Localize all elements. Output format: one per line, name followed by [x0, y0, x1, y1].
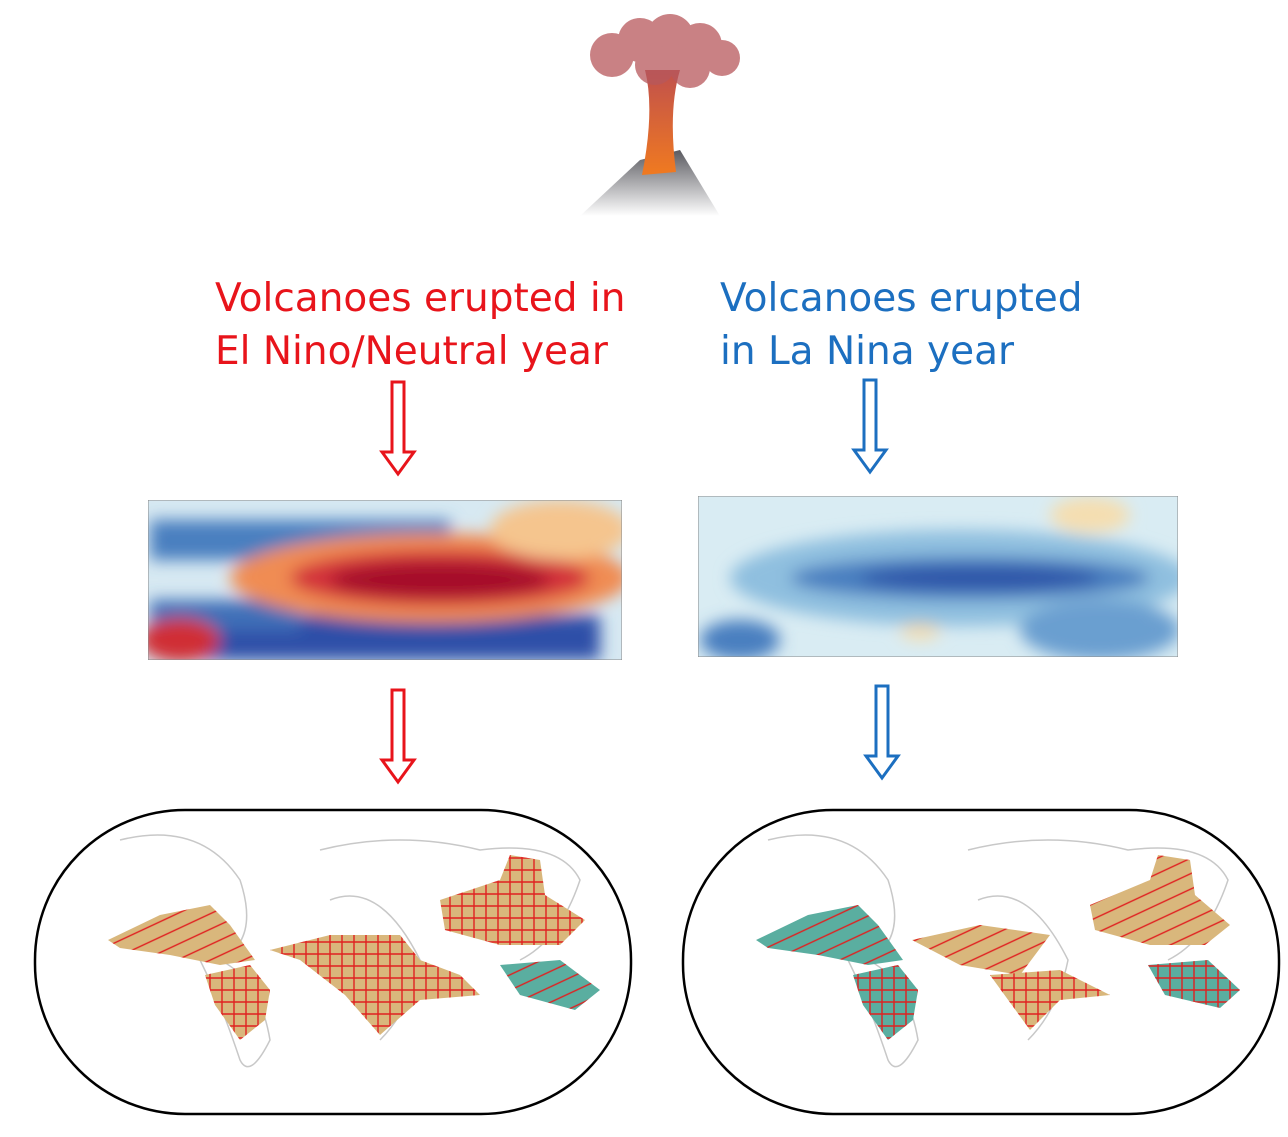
left-title-line: El Nino/Neutral year: [215, 329, 609, 374]
volcano-icon: [580, 14, 740, 216]
arrow: [863, 684, 901, 781]
right-title-line: Volcanoes erupted: [720, 276, 1083, 321]
world-map-el-nino: [33, 808, 633, 1116]
sst-map-el-nino: [148, 500, 622, 660]
right-title-line: in La Nina year: [720, 329, 1015, 374]
arrow: [379, 688, 417, 785]
world-map-la-nina: [681, 808, 1281, 1116]
left-title-line: Volcanoes erupted in: [215, 276, 625, 321]
arrow: [379, 380, 417, 477]
arrow: [851, 378, 889, 475]
sst-map-la-nina: [698, 496, 1178, 657]
